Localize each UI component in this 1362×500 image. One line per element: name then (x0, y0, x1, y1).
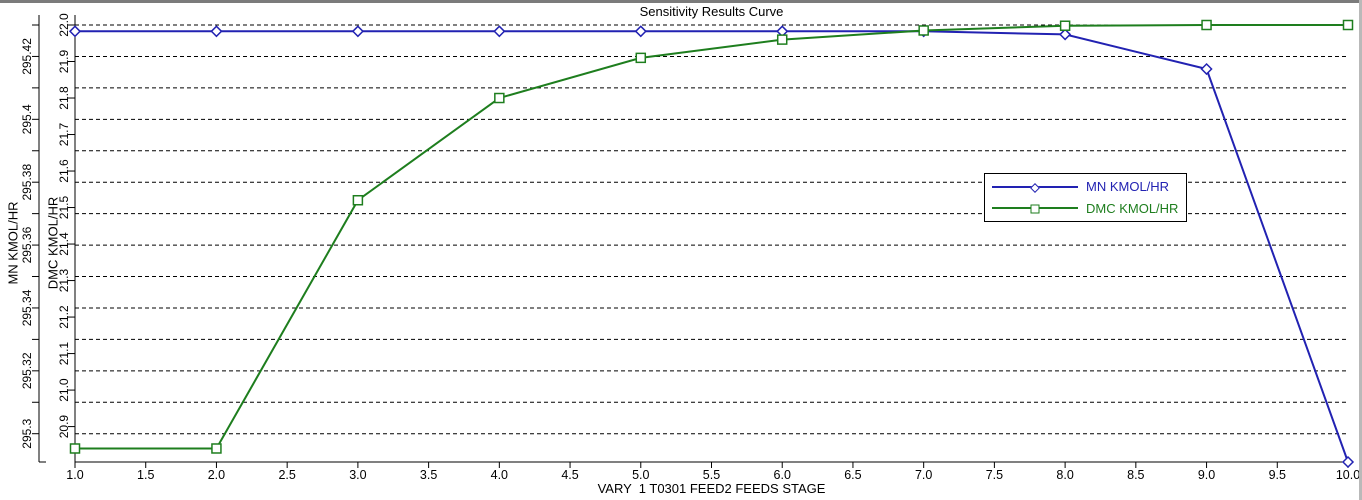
mn-tick-label: 295.42 (20, 38, 34, 75)
dmc-tick-label: 21.7 (57, 123, 71, 147)
mn-tick-label: 295.38 (20, 164, 34, 201)
mn-y-axis: 295.3 295.32 295.34 295.36 295.38 295.4 295.42 (20, 15, 46, 463)
x-tick-label: 5.0 (632, 468, 649, 482)
x-tick-label: 9.5 (1269, 468, 1286, 482)
series-mn (68, 25, 1355, 469)
x-tick-label: 8.5 (1127, 468, 1144, 482)
dmc-tick-label: 21.3 (57, 269, 71, 293)
diamond-marker-icon (351, 25, 364, 38)
x-tick-label: 5.5 (703, 468, 720, 482)
x-axis: 1.0 1.5 2.0 2.5 3.0 3.5 4.0 4.5 5.0 5.5 6.0 6.5 7.0 7… (66, 461, 1360, 482)
square-marker-icon (1059, 20, 1071, 31)
gridlines (75, 24, 1348, 435)
square-marker-icon (776, 34, 788, 45)
mn-tick-label: 295.3 (20, 418, 34, 448)
dmc-tick-label: 21.8 (57, 86, 71, 110)
x-tick-label: 6.5 (844, 468, 861, 482)
dmc-tick-label: 21.2 (57, 305, 71, 329)
mn-axis-title: MN KMOL/HR (5, 201, 21, 285)
dmc-tick-label: 21.0 (57, 378, 71, 402)
diamond-marker-icon (68, 25, 82, 38)
diamond-marker-icon (1341, 455, 1355, 469)
mn-tick-label: 295.4 (20, 104, 34, 134)
window-border-right (1359, 0, 1362, 500)
mn-line (75, 30, 1349, 463)
x-tick-label: 2.0 (208, 468, 225, 482)
square-marker-icon (918, 25, 929, 36)
square-marker-icon (494, 92, 505, 104)
dmc-tick-label: 22.0 (57, 13, 71, 37)
x-tick-label: 8.0 (1056, 468, 1073, 482)
dmc-line (75, 24, 1348, 450)
window-border-top (0, 0, 1362, 3)
legend-label-dmc: DMC KMOL/HR (1086, 200, 1179, 216)
legend: MN KMOL/HR DMC KMOL/HR (984, 173, 1187, 222)
x-tick-label: 1.5 (137, 468, 154, 482)
dmc-legend-line (992, 204, 1078, 214)
square-marker-icon (635, 52, 647, 64)
square-marker-icon (1201, 19, 1212, 31)
square-marker-icon (352, 194, 364, 206)
dmc-tick-label: 20.9 (57, 415, 71, 439)
diamond-marker-icon (1200, 62, 1213, 76)
mn-tick-label: 295.36 (20, 226, 34, 263)
square-marker-icon (1342, 19, 1354, 31)
legend-item-dmc: DMC KMOL/HR (985, 198, 1186, 220)
x-tick-label: 2.5 (278, 468, 295, 482)
x-tick-label: 7.0 (915, 468, 932, 482)
diamond-marker-icon (493, 25, 506, 38)
x-tick-label: 7.5 (986, 468, 1003, 482)
x-tick-label: 3.0 (349, 468, 366, 482)
diamond-marker-icon (634, 25, 647, 38)
series-dmc (69, 19, 1354, 454)
x-axis-title: VARY 1 T0301 FEED2 FEEDS STAGE (597, 481, 826, 496)
x-tick-label: 1.0 (66, 468, 83, 482)
x-tick-label: 4.0 (491, 468, 508, 482)
legend-label-mn: MN KMOL/HR (1086, 179, 1170, 195)
dmc-tick-label: 21.9 (57, 50, 71, 74)
square-marker-icon (211, 443, 222, 454)
square-marker-icon (69, 443, 81, 454)
x-tick-label: 3.5 (420, 468, 437, 482)
legend-item-mn: MN KMOL/HR (985, 176, 1186, 198)
x-tick-label: 4.5 (561, 468, 578, 482)
x-tick-label: 9.0 (1198, 468, 1215, 482)
mn-tick-label: 295.32 (20, 352, 34, 389)
dmc-tick-label: 21.4 (57, 232, 71, 256)
x-tick-label: 10.0 (1336, 468, 1360, 482)
diamond-marker-icon (210, 25, 223, 38)
dmc-tick-label: 21.5 (57, 196, 71, 220)
mn-tick-label: 295.34 (20, 289, 34, 326)
dmc-tick-label: 21.6 (57, 159, 71, 183)
dmc-y-axis: 20.9 21.0 21.1 21.2 21.3 21.4 21.5 21.6 21.7 21.8… (57, 13, 76, 462)
dmc-tick-label: 21.1 (57, 342, 71, 366)
mn-legend-line (992, 182, 1078, 193)
chart-title: Sensitivity Results Curve (639, 4, 784, 19)
square-marker-icon (1030, 204, 1040, 214)
x-tick-label: 6.0 (774, 468, 791, 482)
dmc-axis-title: DMC KMOL/HR (45, 196, 61, 290)
diamond-marker-icon (1059, 28, 1072, 41)
diamond-marker-icon (1030, 182, 1040, 193)
